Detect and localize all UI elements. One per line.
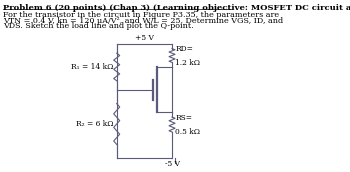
- Text: For the transistor in the circuit in Figure P3.35, the parameters are: For the transistor in the circuit in Fig…: [3, 11, 279, 19]
- Text: RD=: RD=: [175, 45, 193, 52]
- Text: VDS. Sketch the load line and plot the Q-point.: VDS. Sketch the load line and plot the Q…: [3, 22, 193, 30]
- Text: Problem 6 (20 points) (Chap 3) (Learning objective: MOSFET DC circuit analysis): Problem 6 (20 points) (Chap 3) (Learning…: [3, 4, 350, 12]
- Text: +5 V: +5 V: [135, 34, 154, 42]
- Text: 0.5 kΩ: 0.5 kΩ: [175, 127, 201, 136]
- Text: -5 V: -5 V: [164, 160, 180, 168]
- Text: RS=: RS=: [175, 114, 192, 121]
- Text: R₂ = 6 kΩ: R₂ = 6 kΩ: [76, 120, 113, 128]
- Text: 1.2 kΩ: 1.2 kΩ: [175, 58, 201, 67]
- Text: R₁ = 14 kΩ: R₁ = 14 kΩ: [71, 63, 113, 71]
- Text: VTN = 0.4 V, kn = 120 μA/V², and W/L = 25. Determine VGS, ID, and: VTN = 0.4 V, kn = 120 μA/V², and W/L = 2…: [3, 17, 283, 24]
